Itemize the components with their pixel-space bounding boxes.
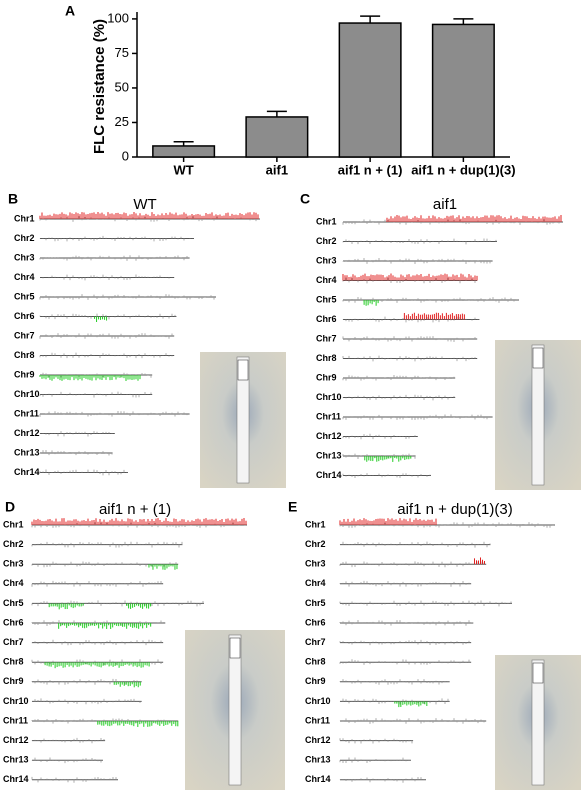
chromosome-label: Chr7: [305, 637, 326, 647]
chromosome-label: Chr6: [316, 314, 337, 324]
chromosome-label: Chr14: [316, 470, 342, 480]
chromosome-label: Chr9: [316, 372, 337, 382]
chromosome-label: Chr2: [305, 539, 326, 549]
bar: [152, 145, 216, 158]
chromosome-label: Chr7: [3, 637, 24, 647]
chromosome-label: Chr9: [305, 676, 326, 686]
chromosome-label: Chr2: [316, 236, 337, 246]
chromosome-label: Chr6: [14, 311, 35, 321]
chromosome-label: Chr12: [305, 735, 331, 745]
y-tick-label: 25: [115, 114, 129, 129]
chromosome-label: Chr2: [14, 233, 35, 243]
chromosome-label: Chr11: [14, 408, 39, 418]
y-tick-label: 75: [115, 45, 129, 60]
chromosome-label: Chr10: [316, 392, 342, 402]
chromosome-label: Chr10: [3, 696, 29, 706]
chromosome-label: Chr1: [3, 519, 24, 529]
etest-strip-label: [532, 662, 544, 684]
chromosome-label: Chr14: [14, 467, 40, 477]
chromosome-label: Chr5: [14, 291, 35, 301]
chromosome-label: Chr8: [305, 657, 326, 667]
chromosome-label: Chr10: [305, 696, 331, 706]
chromosome-label: Chr12: [14, 428, 40, 438]
chromosome-label: Chr2: [3, 539, 24, 549]
chromosome-label: Chr9: [3, 676, 24, 686]
y-axis-label: FLC resistance (%): [91, 19, 108, 154]
chromosome-label: Chr5: [3, 598, 24, 608]
chromosome-label: Chr8: [3, 657, 24, 667]
etest-strip: [236, 356, 250, 484]
chromosome-label: Chr6: [3, 617, 24, 627]
etest-strip: [531, 344, 545, 486]
bar: [338, 22, 402, 158]
x-tick-label: aif1 n + (1): [338, 162, 403, 177]
panel-title: aif1 n + dup(1)(3): [397, 501, 512, 518]
etest-strip: [228, 634, 242, 786]
chromosome-label: Chr1: [316, 216, 337, 226]
chromosome-label: Chr13: [14, 447, 40, 457]
etest-strip: [531, 659, 545, 786]
chromosome-label: Chr13: [305, 755, 331, 765]
chromosome-label: Chr14: [305, 774, 331, 784]
chromosome-label: Chr7: [316, 333, 337, 343]
chromosome-label: Chr13: [3, 755, 29, 765]
y-tick-label: 0: [122, 148, 129, 163]
x-tick-label: aif1 n + dup(1)(3): [411, 162, 515, 177]
chromosome-label: Chr12: [316, 431, 342, 441]
x-tick-label: WT: [174, 162, 194, 177]
chromosome-label: Chr8: [14, 350, 35, 360]
chromosome-label: Chr9: [14, 369, 35, 379]
chromosome-label: Chr11: [316, 411, 341, 421]
chromosome-label: Chr10: [14, 389, 40, 399]
chromosome-label: Chr5: [305, 598, 326, 608]
chromosome-label: Chr3: [3, 559, 24, 569]
chromosome-label: Chr8: [316, 353, 337, 363]
chromosome-label: Chr13: [316, 450, 342, 460]
y-tick-label: 100: [107, 10, 129, 25]
panel-letter: D: [5, 499, 15, 515]
etest-strip-label: [237, 359, 249, 381]
chromosome-label: Chr5: [316, 294, 337, 304]
panel-title: WT: [133, 196, 156, 213]
panel-label: A: [65, 3, 75, 19]
x-tick-label: aif1: [266, 162, 288, 177]
etest-strip-label: [532, 347, 544, 369]
chromosome-label: Chr1: [305, 519, 326, 529]
panel-title: aif1: [433, 196, 457, 213]
panel-title: aif1 n + (1): [99, 501, 171, 518]
chromosome-label: Chr11: [305, 715, 330, 725]
bar: [245, 116, 309, 158]
chromosome-label: Chr11: [3, 715, 28, 725]
y-tick-label: 50: [115, 79, 129, 94]
panel-letter: E: [288, 499, 297, 515]
bar: [431, 23, 495, 158]
chromosome-label: Chr14: [3, 774, 29, 784]
chromosome-label: Chr4: [316, 275, 337, 285]
chromosome-label: Chr7: [14, 330, 35, 340]
panel-letter: C: [300, 191, 310, 207]
chromosome-label: Chr3: [14, 252, 35, 262]
chromosome-label: Chr4: [3, 578, 24, 588]
etest-strip-label: [229, 637, 241, 659]
panel-letter: B: [8, 191, 18, 207]
chromosome-label: Chr3: [305, 559, 326, 569]
chromosome-label: Chr6: [305, 617, 326, 627]
chromosome-label: Chr1: [14, 213, 35, 223]
chromosome-label: Chr4: [14, 272, 35, 282]
chromosome-label: Chr4: [305, 578, 326, 588]
chromosome-label: Chr3: [316, 255, 337, 265]
chromosome-label: Chr12: [3, 735, 29, 745]
